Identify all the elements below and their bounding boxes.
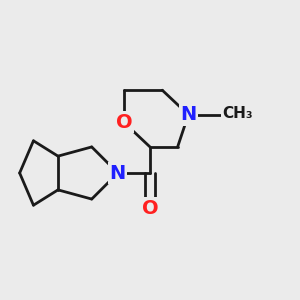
Text: O: O [142, 199, 158, 218]
Text: CH₃: CH₃ [222, 106, 253, 121]
Text: O: O [116, 113, 132, 132]
Text: N: N [110, 164, 126, 182]
Text: N: N [180, 105, 196, 124]
